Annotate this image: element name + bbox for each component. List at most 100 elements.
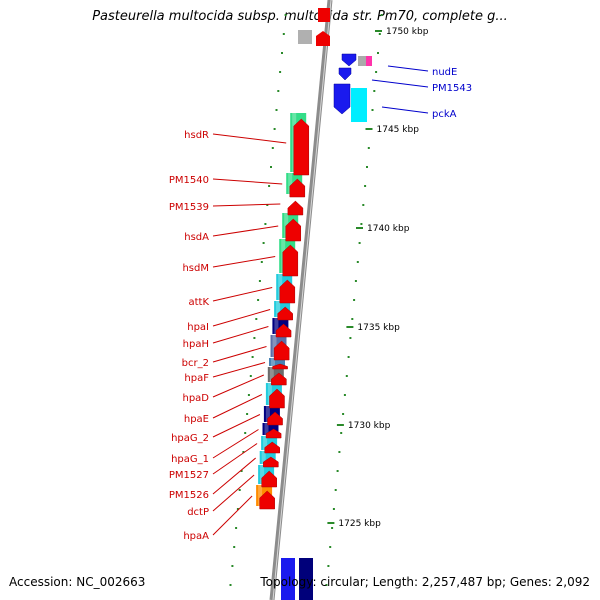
- tick-dot: [229, 584, 232, 586]
- forward-cds-arrow[interactable]: [293, 118, 310, 176]
- scale-tick: [365, 128, 373, 130]
- gene-label-hsdA[interactable]: hsdA: [184, 232, 209, 243]
- forward-cds-arrow[interactable]: [287, 200, 304, 216]
- feature-shading: [269, 367, 274, 382]
- gene-leader-line: [212, 225, 279, 237]
- gene-label-attK[interactable]: attK: [188, 297, 209, 308]
- tick-dot: [334, 489, 337, 491]
- gene-label-hpaG_2[interactable]: hpaG_2: [171, 433, 209, 444]
- reverse-cds-arrow[interactable]: [333, 83, 351, 115]
- gene-feature-block[interactable]: [351, 88, 367, 122]
- forward-cds-arrow[interactable]: [289, 178, 306, 198]
- tick-dot: [249, 375, 252, 377]
- gene-label-hpaD[interactable]: hpaD: [182, 393, 209, 404]
- forward-cds-arrow[interactable]: [285, 218, 302, 242]
- gene-label-PM1527[interactable]: PM1527: [169, 470, 209, 481]
- tick-dot: [273, 128, 276, 130]
- tick-dot: [284, 14, 287, 16]
- forward-cds-arrow[interactable]: [277, 306, 293, 321]
- gene-label-hpaF[interactable]: hpaF: [184, 373, 209, 384]
- gene-feature-block[interactable]: [269, 358, 285, 366]
- tick-dot: [358, 242, 361, 244]
- gene-leader-line: [212, 474, 255, 512]
- gene-feature-block[interactable]: [366, 56, 372, 66]
- scale-label: 1730 kbp: [348, 421, 391, 431]
- tick-dot: [360, 223, 363, 225]
- feature-shading: [288, 173, 293, 194]
- forward-cds-arrow[interactable]: [261, 470, 277, 488]
- tick-dot: [327, 565, 330, 567]
- tick-dot: [260, 261, 263, 263]
- feature-shading: [265, 406, 270, 422]
- tick-dot: [354, 280, 357, 282]
- gene-label-hpaI[interactable]: hpaI: [187, 322, 209, 333]
- tick-dot: [332, 508, 335, 510]
- reverse-cds-arrow[interactable]: [299, 558, 313, 600]
- tick-dot: [378, 33, 381, 35]
- gene-leader-line: [212, 374, 264, 398]
- tick-dot: [275, 109, 278, 111]
- scale-label: 1735 kbp: [357, 323, 400, 333]
- forward-cds-arrow[interactable]: [273, 340, 290, 361]
- tick-dot: [331, 527, 334, 529]
- tick-dot: [255, 318, 258, 320]
- tick-dot: [235, 527, 238, 529]
- tick-dot: [264, 223, 267, 225]
- feature-shading: [267, 383, 272, 405]
- gene-label-dctP[interactable]: dctP: [187, 507, 209, 518]
- tick-dot: [371, 109, 374, 111]
- tick-dot: [268, 185, 271, 187]
- forward-cds-arrow[interactable]: [279, 279, 296, 304]
- gene-label-nudE[interactable]: nudE: [432, 67, 457, 78]
- forward-cds-arrow[interactable]: [269, 388, 285, 409]
- forward-cds-arrow[interactable]: [318, 8, 330, 22]
- gene-label-PM1543[interactable]: PM1543: [432, 83, 472, 94]
- gene-label-PM1539[interactable]: PM1539: [169, 202, 209, 213]
- tick-dot: [380, 14, 383, 16]
- forward-cds-arrow[interactable]: [264, 441, 280, 454]
- gene-label-hpaA[interactable]: hpaA: [183, 531, 209, 542]
- map-title: Pasteurella multocida subsp. multocida s…: [92, 9, 508, 24]
- reverse-cds-arrow[interactable]: [281, 558, 295, 600]
- gene-label-PM1540[interactable]: PM1540: [169, 175, 209, 186]
- forward-cds-arrow[interactable]: [265, 428, 282, 439]
- gene-leader-line: [212, 394, 263, 419]
- forward-cds-arrow[interactable]: [275, 323, 292, 338]
- tick-dot: [258, 280, 261, 282]
- gene-label-hsdR[interactable]: hsdR: [184, 130, 209, 141]
- tick-dot: [343, 394, 346, 396]
- tick-dot: [373, 90, 376, 92]
- reverse-cds-arrow[interactable]: [338, 67, 352, 81]
- gene-label-hpaE[interactable]: hpaE: [184, 414, 209, 425]
- feature-shading: [272, 335, 277, 357]
- feature-shading: [258, 485, 263, 506]
- tick-dot: [353, 299, 356, 301]
- tick-dot: [349, 337, 352, 339]
- tick-dot: [356, 261, 359, 263]
- gene-label-pckA[interactable]: pckA: [432, 109, 457, 120]
- forward-cds-arrow[interactable]: [263, 456, 279, 468]
- forward-cds-arrow[interactable]: [316, 31, 330, 46]
- gene-label-hsdM[interactable]: hsdM: [182, 263, 209, 274]
- forward-cds-arrow[interactable]: [267, 411, 283, 426]
- gene-feature-block[interactable]: [298, 30, 312, 44]
- tick-dot: [325, 584, 328, 586]
- tick-dot: [266, 204, 269, 206]
- gene-label-PM1526[interactable]: PM1526: [169, 490, 209, 501]
- reverse-cds-arrow[interactable]: [341, 53, 357, 67]
- tick-dot: [345, 375, 348, 377]
- tick-dot: [351, 318, 354, 320]
- forward-cds-arrow[interactable]: [282, 244, 299, 277]
- gene-label-hpaH[interactable]: hpaH: [183, 339, 209, 350]
- forward-cds-arrow[interactable]: [259, 490, 275, 510]
- gene-feature-block[interactable]: [358, 56, 366, 66]
- scale-label: 1725 kbp: [338, 519, 381, 529]
- forward-cds-arrow[interactable]: [271, 372, 287, 386]
- gene-label-hpaG_1[interactable]: hpaG_1: [171, 454, 209, 465]
- gene-label-bcr_2[interactable]: bcr_2: [182, 358, 209, 369]
- scale-label: 1750 kbp: [386, 27, 429, 37]
- scale-tick: [375, 30, 382, 32]
- scale-tick: [346, 326, 354, 328]
- forward-cds-arrow[interactable]: [272, 363, 288, 370]
